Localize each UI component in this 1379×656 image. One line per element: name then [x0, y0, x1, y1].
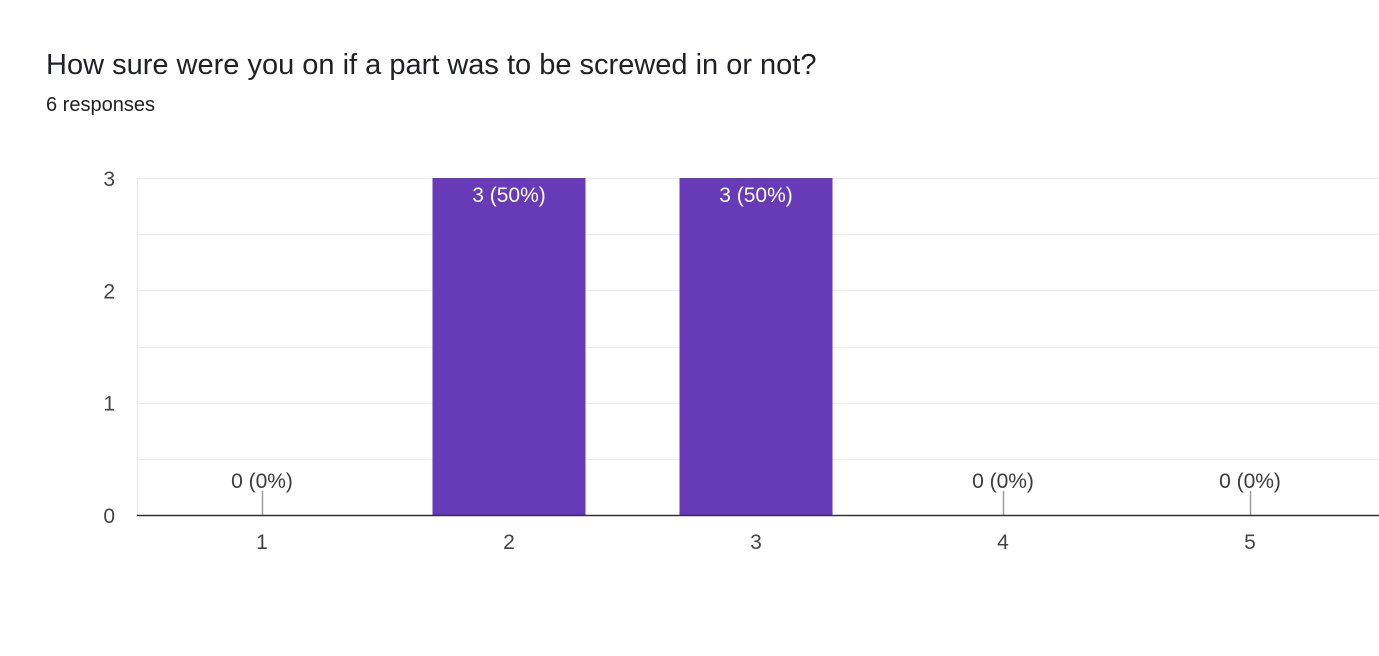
y-tick-label: 0	[103, 505, 115, 528]
bar	[679, 178, 833, 515]
data-label: 0 (0%)	[1219, 470, 1281, 493]
x-tick-label: 3	[750, 531, 762, 554]
data-label: 0 (0%)	[972, 470, 1034, 493]
x-tick-label: 2	[503, 531, 515, 554]
data-labels: 0 (0%) 3 (50%) 3 (50%) 0 (0%) 0 (0%)	[231, 184, 1281, 493]
data-label: 0 (0%)	[231, 470, 293, 493]
bars	[261, 178, 1252, 515]
data-label: 3 (50%)	[719, 184, 793, 207]
y-tick-label: 1	[103, 393, 115, 416]
x-tick-label: 5	[1244, 531, 1256, 554]
bar	[432, 178, 586, 515]
question-title: How sure were you on if a part was to be…	[46, 49, 817, 81]
response-count: 6 responses	[46, 94, 155, 116]
data-label: 3 (50%)	[472, 184, 546, 207]
y-tick-label: 2	[103, 280, 115, 303]
x-tick-label: 1	[256, 531, 268, 554]
x-tick-label: 4	[997, 531, 1009, 554]
y-tick-label: 3	[103, 168, 115, 191]
axes: 0 1 2 3 1 2 3 4 5	[103, 168, 1379, 554]
